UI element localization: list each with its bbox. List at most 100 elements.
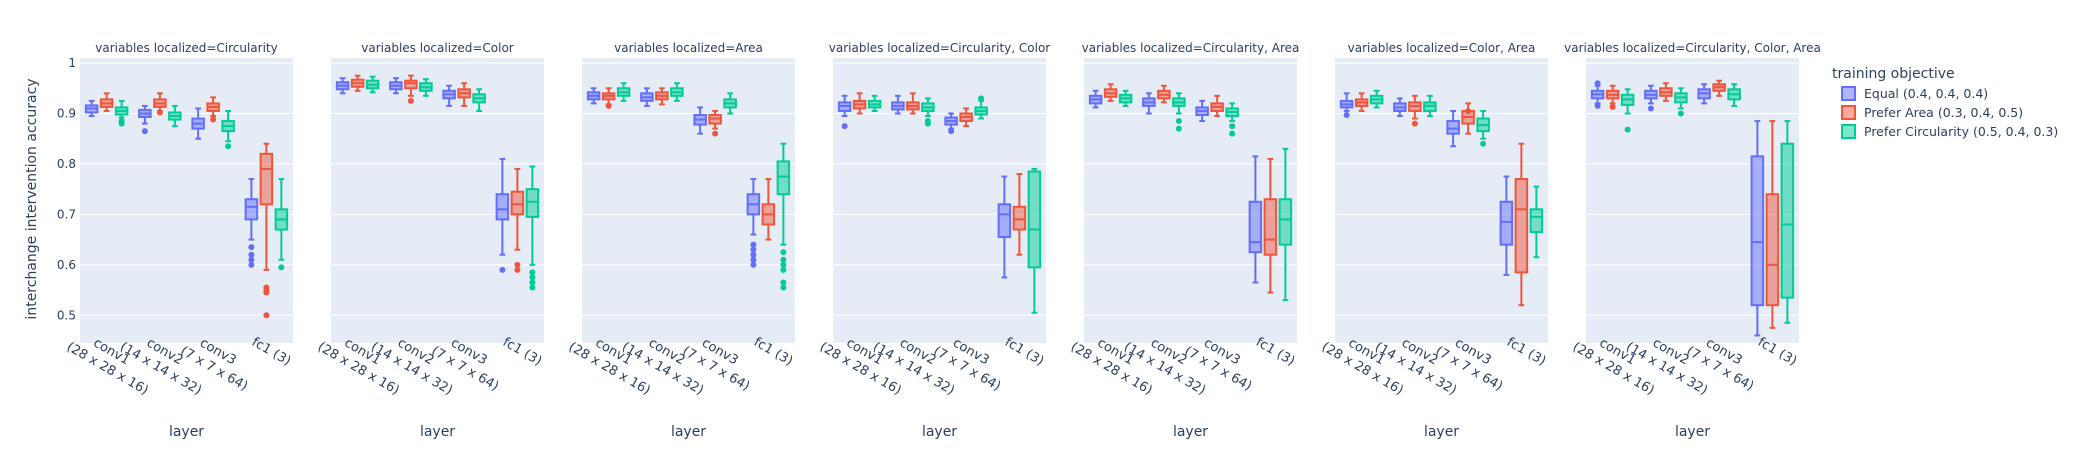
- box-mark[interactable]: [1012, 173, 1027, 256]
- box-mark[interactable]: [1248, 155, 1263, 284]
- box-mark[interactable]: [1514, 142, 1529, 307]
- box-mark[interactable]: [746, 178, 761, 268]
- box-mark[interactable]: [1027, 167, 1042, 314]
- box-mark[interactable]: [419, 78, 433, 97]
- box-mark[interactable]: [1727, 83, 1741, 107]
- box-mark[interactable]: [921, 97, 935, 127]
- box-mark[interactable]: [1476, 109, 1490, 147]
- box-mark[interactable]: [655, 87, 669, 106]
- box-mark[interactable]: [1195, 99, 1209, 123]
- outlier-point: [248, 261, 255, 268]
- box-mark[interactable]: [1499, 175, 1514, 276]
- box-mark[interactable]: [1712, 79, 1726, 97]
- box-mark[interactable]: [906, 92, 920, 115]
- box-mark[interactable]: [244, 178, 259, 268]
- box-mark[interactable]: [389, 77, 403, 95]
- outlier-point: [1677, 110, 1684, 117]
- box-mark[interactable]: [472, 88, 486, 112]
- box-mark[interactable]: [1461, 102, 1475, 135]
- box-mark[interactable]: [1644, 84, 1658, 112]
- box-mark[interactable]: [442, 84, 456, 107]
- y-tick-label: 0.7: [57, 207, 76, 221]
- box-mark[interactable]: [891, 94, 905, 115]
- box-mark[interactable]: [1142, 92, 1156, 115]
- box-mark[interactable]: [1423, 94, 1437, 118]
- box-mark[interactable]: [1605, 84, 1620, 110]
- box-mark[interactable]: [1354, 92, 1369, 112]
- box-mark[interactable]: [708, 109, 722, 137]
- box-mark[interactable]: [206, 96, 220, 123]
- box-mark[interactable]: [510, 167, 525, 273]
- box-body: [1027, 170, 1042, 269]
- box-mark[interactable]: [350, 74, 365, 92]
- box-mark[interactable]: [1369, 89, 1384, 109]
- box-mark[interactable]: [761, 178, 776, 241]
- box-mark[interactable]: [1620, 88, 1635, 133]
- box-mark[interactable]: [1088, 89, 1103, 109]
- box-mark[interactable]: [259, 142, 274, 319]
- box-mark[interactable]: [1103, 83, 1118, 102]
- box-body: [259, 152, 274, 206]
- box-mark[interactable]: [1697, 83, 1711, 105]
- legend[interactable]: training objective Equal (0.4, 0.4, 0.4)…: [1832, 66, 2058, 139]
- box-mark[interactable]: [1408, 94, 1422, 127]
- box-mark[interactable]: [495, 157, 510, 273]
- box-mark[interactable]: [1339, 92, 1354, 118]
- box-mark[interactable]: [99, 92, 114, 112]
- box-mark[interactable]: [944, 112, 958, 135]
- box-mark[interactable]: [1263, 157, 1278, 294]
- legend-swatch: [1841, 124, 1856, 139]
- box-mark[interactable]: [84, 99, 99, 118]
- box-mark[interactable]: [335, 77, 350, 95]
- box-mark[interactable]: [586, 87, 601, 105]
- box-mark[interactable]: [525, 165, 540, 291]
- box-body: [1446, 120, 1460, 135]
- box-mark[interactable]: [997, 175, 1012, 279]
- box-mark[interactable]: [1765, 120, 1780, 329]
- box-mark[interactable]: [1674, 87, 1688, 117]
- box-mark[interactable]: [1210, 94, 1224, 118]
- box-mark[interactable]: [1225, 102, 1239, 137]
- legend-item[interactable]: Prefer Circularity (0.5, 0.4, 0.3): [1841, 124, 2058, 139]
- box-body: [1750, 155, 1765, 307]
- box-mark[interactable]: [852, 92, 867, 115]
- box-mark[interactable]: [776, 142, 791, 291]
- box-mark[interactable]: [693, 106, 707, 135]
- box-mark[interactable]: [1529, 185, 1544, 259]
- box-mark[interactable]: [670, 82, 684, 102]
- box-mark[interactable]: [404, 74, 418, 104]
- box-mark[interactable]: [867, 94, 882, 112]
- box-mark[interactable]: [138, 104, 152, 135]
- box-mark[interactable]: [974, 95, 988, 120]
- box-mark[interactable]: [1118, 89, 1133, 107]
- box-mark[interactable]: [114, 99, 129, 127]
- box-mark[interactable]: [191, 107, 205, 140]
- box-mark[interactable]: [221, 109, 235, 150]
- box-mark[interactable]: [1393, 97, 1407, 118]
- box-mark[interactable]: [959, 107, 973, 128]
- box-mark[interactable]: [1278, 147, 1293, 302]
- outlier-point: [605, 102, 612, 109]
- box-mark[interactable]: [1590, 80, 1605, 109]
- facet-title: variables localized=Circularity, Color: [829, 41, 1050, 55]
- outlier-point: [156, 109, 163, 116]
- box-mark[interactable]: [1780, 120, 1795, 324]
- legend-item[interactable]: Equal (0.4, 0.4, 0.4): [1841, 86, 1988, 101]
- box-mark[interactable]: [616, 82, 631, 102]
- box-mark[interactable]: [274, 178, 289, 271]
- legend-item[interactable]: Prefer Area (0.3, 0.4, 0.5): [1841, 105, 2023, 120]
- box-mark[interactable]: [640, 87, 654, 107]
- box-mark[interactable]: [1446, 109, 1460, 148]
- box-mark[interactable]: [365, 75, 380, 94]
- box-mark[interactable]: [168, 104, 182, 128]
- box-mark[interactable]: [153, 92, 167, 116]
- box-mark[interactable]: [723, 92, 737, 115]
- box-mark[interactable]: [601, 87, 616, 109]
- box-mark[interactable]: [1750, 120, 1765, 337]
- box-mark[interactable]: [837, 94, 852, 130]
- box-mark[interactable]: [1157, 84, 1171, 104]
- x-axis-title: layer: [1675, 424, 1710, 440]
- box-mark[interactable]: [457, 82, 471, 107]
- box-mark[interactable]: [1659, 82, 1673, 102]
- box-mark[interactable]: [1172, 92, 1186, 132]
